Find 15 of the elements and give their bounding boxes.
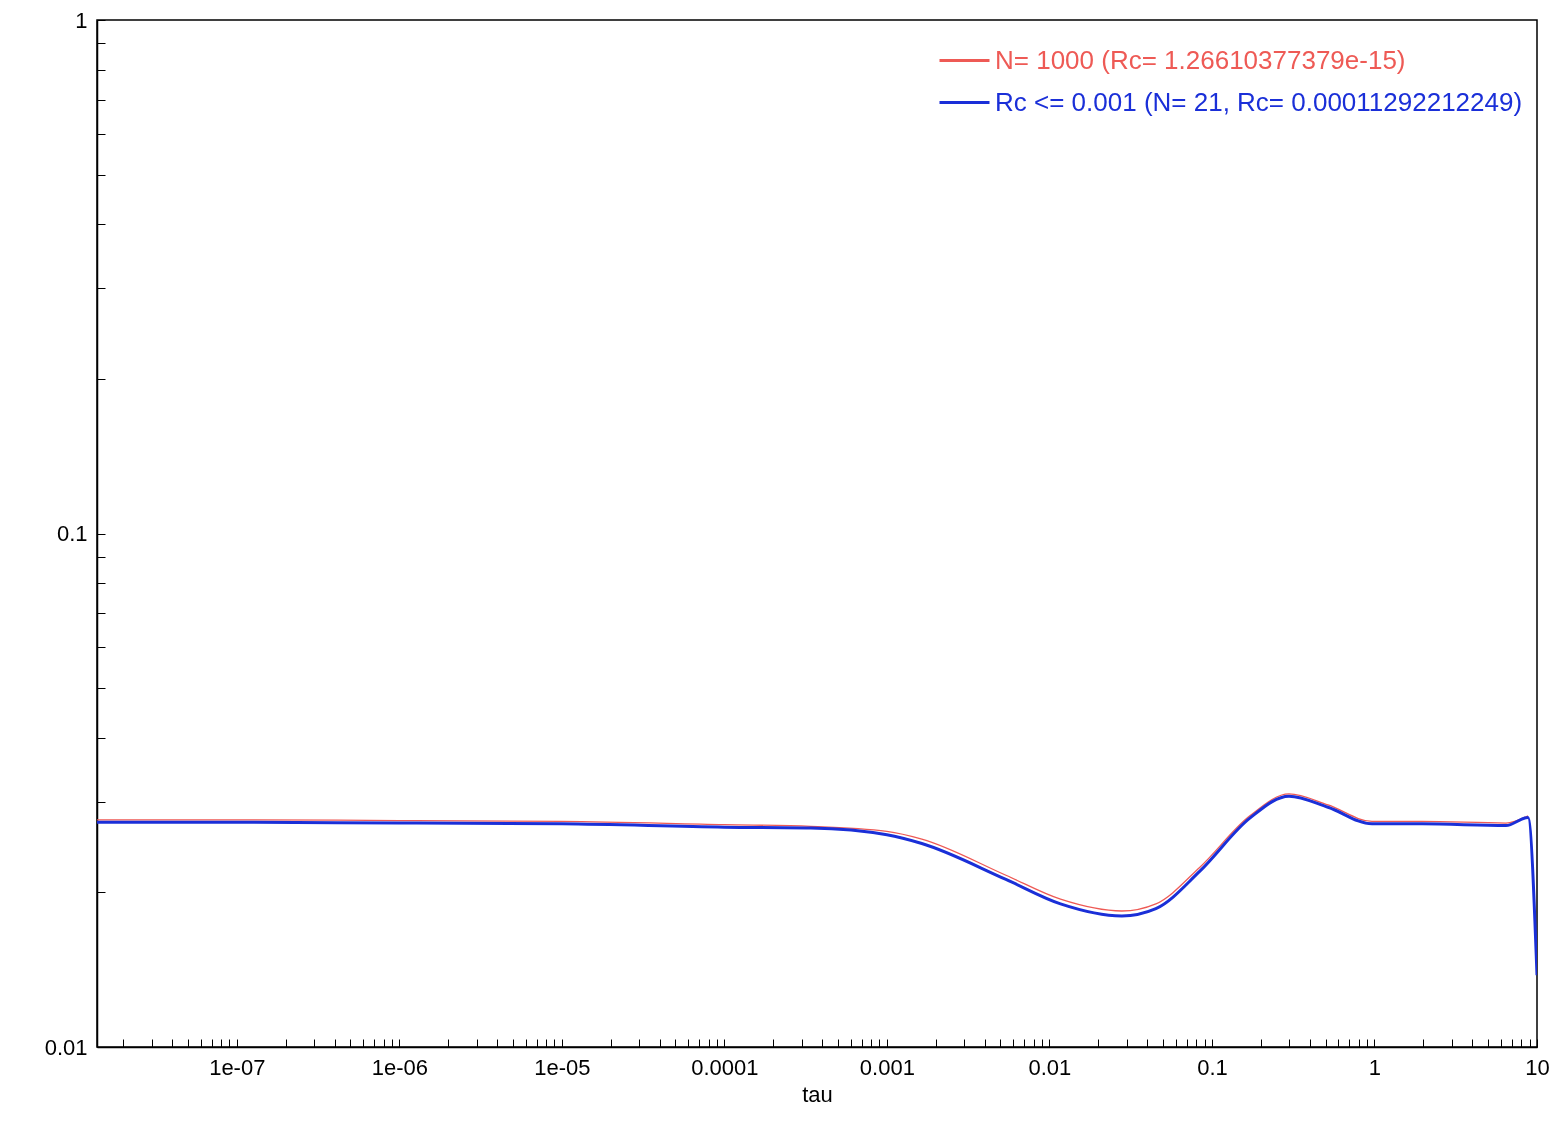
x-tick-label: 0.1 (1197, 1054, 1228, 1080)
y-tick-label: 1 (75, 7, 88, 33)
x-tick-label: 1e-07 (209, 1054, 266, 1080)
x-axis-title: tau (802, 1081, 833, 1107)
x-tick-label: 0.001 (859, 1054, 915, 1080)
x-tick-label: 10 (1525, 1054, 1550, 1080)
legend-label: Rc <= 0.001 (N= 21, Rc= 0.00011292212249) (995, 86, 1523, 117)
x-tick-label: 1e-05 (534, 1054, 591, 1080)
x-tick-label: 1 (1368, 1054, 1382, 1080)
y-tick-label: 0.1 (56, 521, 88, 546)
x-tick-label: 0.01 (1028, 1054, 1072, 1080)
legend-label: N= 1000 (Rc= 1.26610377379e-15) (995, 44, 1406, 75)
x-tick-label: 1e-06 (371, 1054, 428, 1080)
y-tick-label: 0.01 (44, 1034, 88, 1060)
x-tick-label: 0.0001 (691, 1054, 759, 1080)
